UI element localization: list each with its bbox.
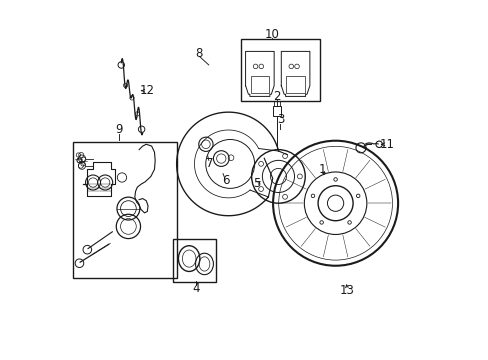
Text: 9: 9 <box>116 123 123 136</box>
Bar <box>273 102 279 106</box>
Text: 12: 12 <box>140 84 155 97</box>
Text: 6: 6 <box>222 174 229 187</box>
Bar <box>286 76 304 93</box>
Text: 4: 4 <box>192 282 200 295</box>
Text: 3: 3 <box>277 113 285 126</box>
Text: 8: 8 <box>195 47 202 60</box>
Bar <box>272 106 280 116</box>
Text: 10: 10 <box>264 28 279 41</box>
Bar <box>250 76 268 93</box>
Text: 13: 13 <box>339 284 354 297</box>
Bar <box>173 239 216 282</box>
Text: 7: 7 <box>205 157 213 170</box>
Text: 1: 1 <box>318 163 325 176</box>
Text: 11: 11 <box>379 138 394 151</box>
Bar <box>73 143 176 278</box>
Text: 5: 5 <box>253 177 260 190</box>
Bar <box>241 39 319 102</box>
Text: 2: 2 <box>272 90 280 103</box>
